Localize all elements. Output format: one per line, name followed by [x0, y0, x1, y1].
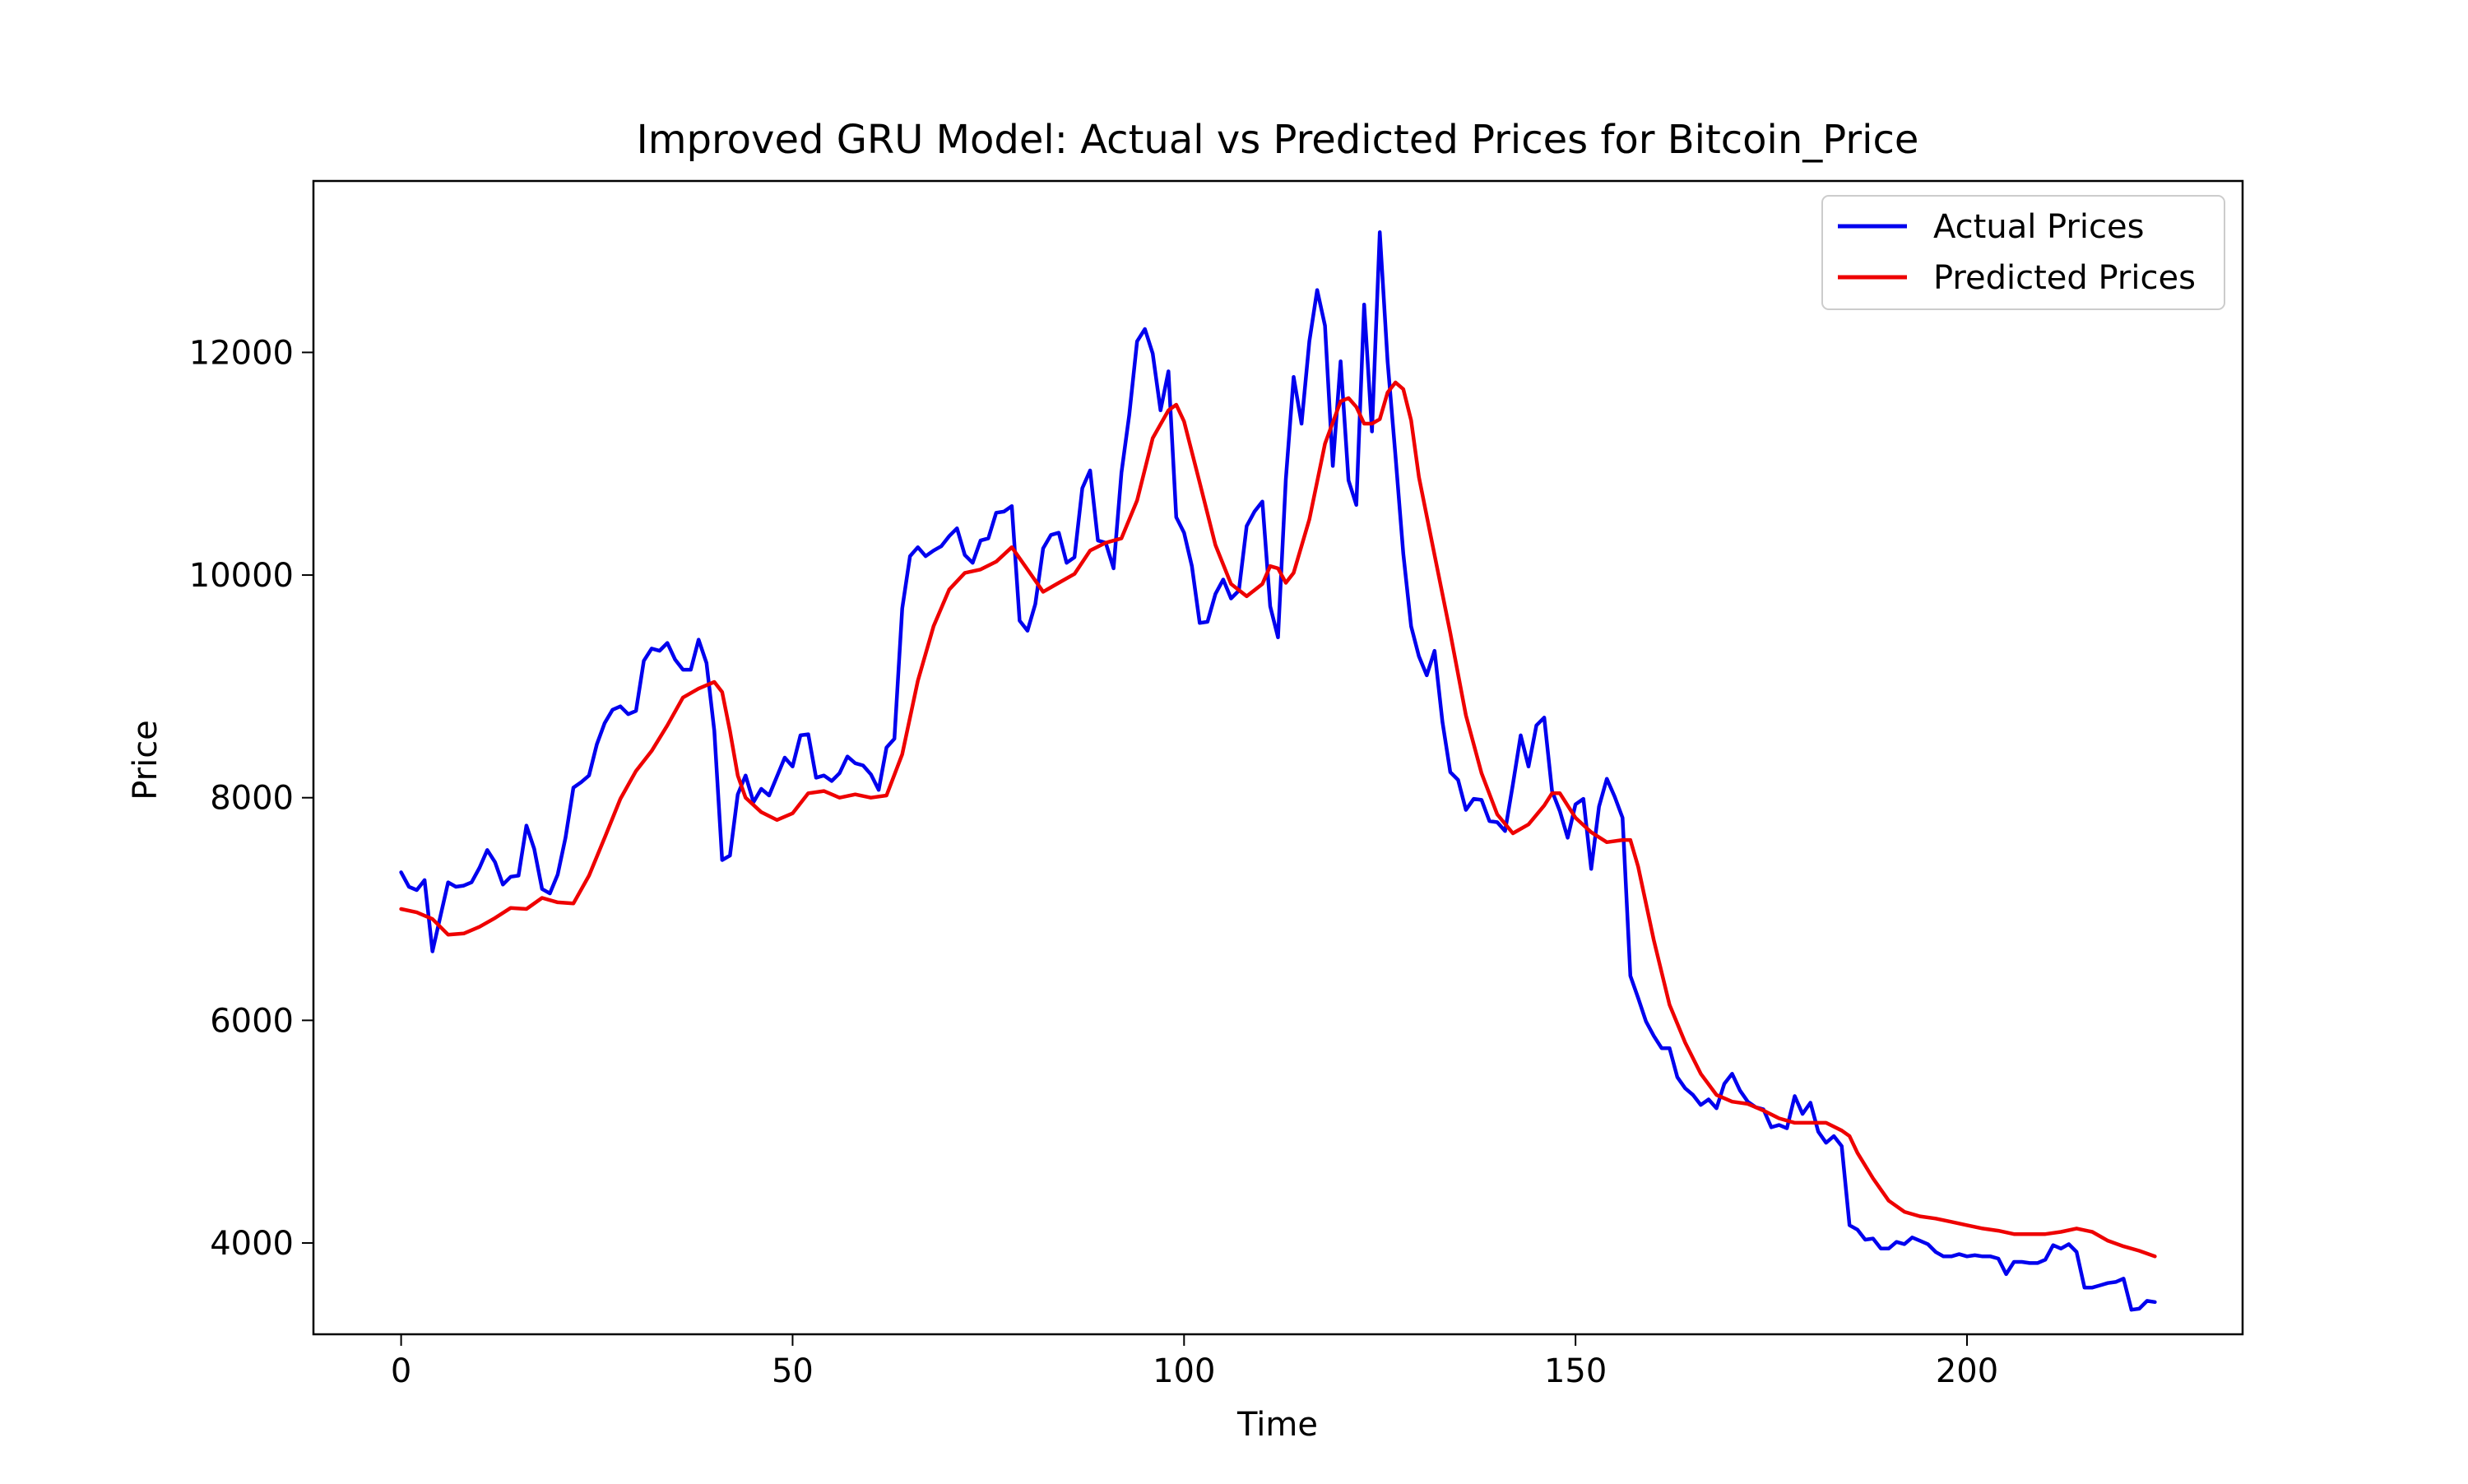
plot-area-frame	[312, 179, 2244, 1336]
x-tick-label: 200	[1936, 1352, 1998, 1390]
x-tick-label: 100	[1153, 1352, 1215, 1390]
legend-box	[1821, 195, 2225, 310]
y-tick-label: 8000	[210, 780, 294, 818]
series-line-predicted	[399, 380, 2157, 1259]
x-tick-label: 0	[391, 1352, 411, 1390]
legend-label-predicted: Predicted Prices	[1933, 259, 2196, 297]
x-axis-ticks: 0 50 100 150 200	[391, 1334, 1998, 1390]
x-tick-label: 50	[772, 1352, 814, 1390]
series-layer	[399, 230, 2157, 1312]
series-line-actual	[399, 230, 2157, 1312]
y-tick-label: 12000	[189, 334, 294, 372]
x-axis-label: Time	[1236, 1406, 1318, 1444]
chart-title: Improved GRU Model: Actual vs Predicted …	[637, 117, 1919, 163]
x-tick-label: 150	[1544, 1352, 1607, 1390]
legend-label-actual: Actual Prices	[1933, 208, 2144, 246]
y-axis-label: Price	[127, 720, 165, 800]
y-tick-label: 4000	[210, 1225, 294, 1263]
legend: Actual Prices Predicted Prices	[1821, 195, 2225, 310]
y-tick-label: 6000	[210, 1002, 294, 1040]
y-axis-ticks: 4000 6000 8000 10000 12000	[189, 334, 313, 1263]
y-tick-label: 10000	[189, 557, 294, 595]
